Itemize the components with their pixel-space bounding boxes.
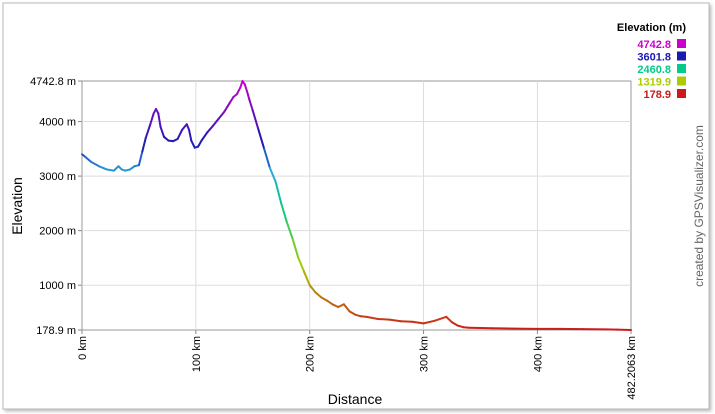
plot-area [81,80,632,331]
elevation-segment [251,109,260,131]
elevation-segment [223,101,232,113]
elevation-segment [297,256,306,273]
elevation-segment [197,139,203,148]
legend-value: 1319.9 [637,77,671,89]
elevation-segment [268,166,277,183]
x-tick-label: 400 km [532,336,544,372]
legend-value: 4742.8 [637,39,671,51]
grid [78,80,632,334]
elevation-segment [229,95,235,104]
legend: Elevation (m) 4742.83601.82460.81319.917… [617,22,686,101]
elevation-segment [248,98,254,112]
elevation-segment [320,296,328,302]
y-tick-label: 1000 m [39,280,76,292]
elevation-segment [190,139,196,149]
elevation-segment [84,155,93,163]
elevation-segment [141,136,147,153]
x-tick-label: 200 km [305,336,317,372]
y-axis-label: Elevation [9,177,25,235]
elevation-segment [137,150,144,167]
legend-swatch [677,39,686,48]
elevation-segment [377,318,391,321]
elevation-segment [451,321,459,327]
elevation-segment [188,128,193,142]
elevation-segment [112,165,120,172]
elevation-segment [181,123,188,131]
elevation-segment [200,131,209,142]
legend-swatch [677,76,686,86]
elevation-segment [342,303,351,313]
y-tick-label: 2000 m [39,226,76,238]
elevation-series [81,80,632,331]
credit-text: created by GPSVisualizer.com [692,125,706,287]
elevation-segment [206,124,214,134]
elevation-segment [144,123,152,139]
elevation-segment [365,315,380,321]
elevation-segment [217,110,226,120]
elevation-segment [98,165,109,171]
y-tick-label: 3000 m [39,171,76,183]
elevation-segment [314,291,323,299]
elevation-segment [348,310,357,316]
elevation-segment [337,303,345,309]
y-tick-label: 178.9 m [36,325,76,337]
elevation-segment [308,284,317,294]
y-tick-label: 4000 m [39,117,76,129]
elevation-segment [176,128,184,140]
legend-value: 178.9 [643,89,671,101]
elevation-segment [325,299,334,306]
x-axis-label: Distance [328,391,383,407]
elevation-segment [211,117,220,127]
x-tick-label: 0 km [77,336,89,360]
elevation-segment [235,86,242,96]
legend-value: 2460.8 [637,64,671,76]
elevation-segment [422,319,436,325]
tick-labels: 0 km 100 km 200 km 300 km 400 km 482.2063 km 1… [30,76,638,400]
legend-swatch [677,64,686,73]
elevation-segment [445,315,454,324]
elevation-segment [303,270,311,287]
elevation-segment [157,112,162,128]
y-tick-label: 4742.8 m [30,76,76,88]
elevation-segment [90,160,101,168]
legend-value: 3601.8 [637,52,671,64]
elevation-segment [159,125,165,138]
elevation-segment [411,320,425,325]
elevation-segment [106,168,115,172]
legend-title: Elevation (m) [617,22,686,34]
elevation-segment [291,237,300,259]
elevation-segment [285,221,294,240]
x-tick-label: 300 km [419,336,431,372]
x-tick-label: 100 km [191,336,203,372]
elevation-segment [399,320,414,323]
elevation-segment [388,318,402,323]
elevation-segment [280,202,288,224]
elevation-segment [149,112,155,126]
legend-swatch [677,89,686,98]
elevation-segment [263,147,271,169]
legend-swatch [677,51,686,61]
elevation-segment [433,315,448,322]
x-tick-label: 482.2063 km [626,336,638,400]
elevation-segment [246,90,251,101]
elevation-segment [274,180,283,205]
elevation-segment [243,83,249,93]
elevation-segment [331,303,340,309]
elevation-segment [257,128,266,150]
